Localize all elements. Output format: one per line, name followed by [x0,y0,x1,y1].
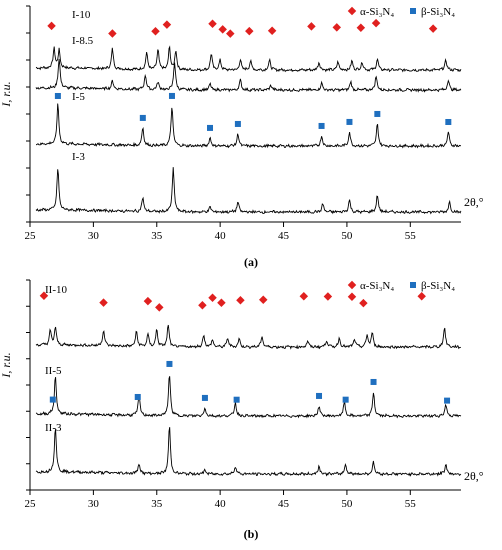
x-tick-label: 50 [341,230,353,242]
alpha-marker [208,19,217,29]
beta-marker [316,392,323,399]
series-line-II-3 [35,427,462,477]
x-tick-label: 30 [88,230,100,242]
alpha-marker [162,20,172,29]
alpha-marker [428,24,438,33]
series-label: II-5 [45,365,62,377]
alpha-marker [236,295,245,305]
alpha-marker [307,22,316,31]
alpha-marker [217,298,226,307]
alpha-marker [39,291,49,300]
legend-alpha-marker [347,6,357,16]
alpha-marker [218,25,227,34]
beta-marker [370,378,377,385]
x-tick-label: 50 [341,498,353,510]
alpha-marker [99,298,108,307]
series-line-II-10 [35,324,461,350]
beta-marker [346,118,353,125]
panel-label: (b) [244,527,259,541]
alpha-marker [151,27,160,36]
alpha-marker [259,295,268,305]
series-line-I-5 [36,103,462,149]
alpha-marker [208,293,217,303]
series-label: II-3 [45,422,62,434]
series-label: I-8.5 [72,35,94,47]
beta-marker [54,92,61,99]
legend: α-Si₃N₄ β-Si₃N₄ [347,280,455,292]
alpha-marker [143,296,153,306]
series-label: I-3 [72,151,85,163]
series-label: I-5 [72,91,85,103]
x-axis-label: 2θ,° [464,469,484,483]
x-tick-label: 30 [88,498,100,510]
beta-marker [318,122,325,129]
panel-a: 25 30 35 40 45 50 55 I, r.u. 2θ,° I-10 I-8.5 I-5 I-3… [0,5,484,269]
alpha-marker [359,298,368,308]
x-tick-label: 40 [215,498,227,510]
alpha-marker [267,26,277,35]
x-tick-label: 45 [278,230,290,242]
series-line-I-8.5 [35,58,462,93]
x-tick-label: 55 [405,498,417,510]
legend-alpha-marker [347,280,357,290]
x-tick-label: 45 [278,498,290,510]
beta-marker [201,394,208,401]
beta-marker [166,360,173,367]
x-tick-label: 25 [25,230,37,242]
alpha-marker [347,292,357,302]
x-tick-label: 25 [25,498,37,510]
legend-beta-marker [410,282,416,288]
alpha-marker [47,21,56,31]
legend-alpha-label: α-Si₃N₄ [360,280,394,292]
beta-marker [374,110,381,117]
x-axis-label: 2θ,° [464,195,484,209]
alpha-marker [198,300,207,310]
alpha-marker [155,303,164,312]
legend-beta-marker [410,8,416,14]
x-tick-label: 35 [151,498,163,510]
x-tick-label: 40 [215,230,227,242]
panel-label: (a) [244,255,258,269]
alpha-marker [417,292,426,301]
legend-alpha-label: α-Si₃N₄ [360,6,394,18]
y-axis-label: I, r.u. [0,81,13,107]
beta-marker [168,92,175,99]
series-line-I-3 [35,167,462,215]
alpha-marker [323,292,333,301]
beta-marker [207,124,214,131]
alpha-marker [332,23,342,32]
y-axis-label: I, r.u. [0,352,13,378]
alpha-marker [356,23,366,32]
x-tick-label: 55 [405,230,417,242]
series-line-I-10 [35,45,462,73]
beta-marker [445,118,452,125]
legend-beta-label: β-Si₃N₄ [421,6,455,18]
beta-marker [233,396,240,403]
alpha-marker [108,29,117,38]
beta-marker [342,396,349,403]
series-line-II-5 [35,376,462,419]
beta-marker [139,114,146,121]
legend: α-Si₃N₄ β-Si₃N₄ [347,6,455,18]
alpha-marker [226,29,235,38]
beta-marker [134,393,141,400]
series-label: II-10 [45,284,67,296]
alpha-marker [299,291,309,301]
beta-marker [49,396,56,403]
series-label: I-10 [72,9,91,21]
alpha-marker [371,18,381,28]
panel-b: 25 30 35 40 45 50 55 I, r.u. 2θ,° II-10 II-5 II-3 α-… [0,279,484,541]
alpha-marker [245,26,254,36]
beta-marker [444,397,451,404]
x-tick-label: 35 [151,230,163,242]
beta-marker [234,120,241,127]
legend-beta-label: β-Si₃N₄ [421,280,455,292]
